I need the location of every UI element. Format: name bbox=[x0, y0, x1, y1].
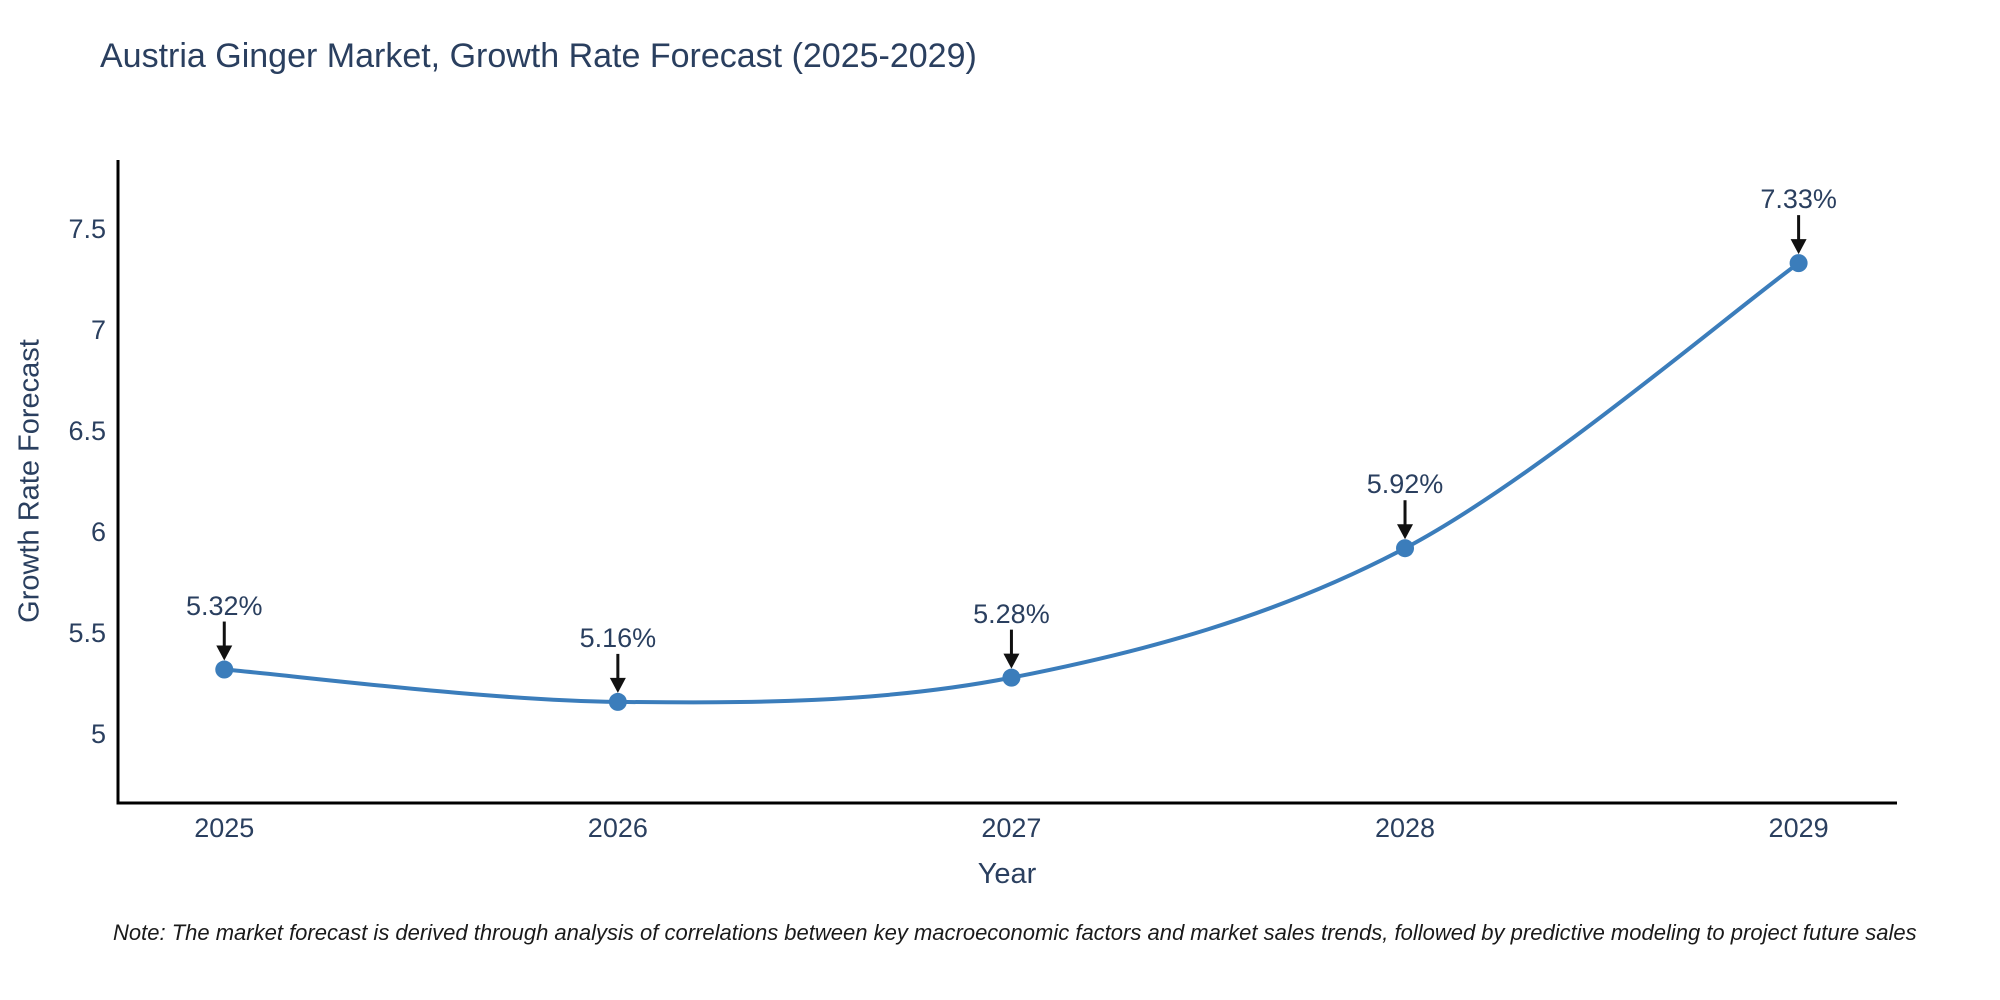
chart-title: Austria Ginger Market, Growth Rate Forec… bbox=[100, 37, 977, 75]
data-point-label: 5.28% bbox=[973, 598, 1050, 629]
x-tick-label: 2029 bbox=[1768, 813, 1829, 843]
data-point-marker bbox=[1002, 668, 1021, 687]
annotation-arrowhead bbox=[216, 645, 233, 661]
series-line bbox=[222, 261, 1801, 705]
data-point-label: 7.33% bbox=[1760, 184, 1837, 215]
data-point-marker bbox=[1789, 254, 1808, 273]
y-axis-title: Growth Rate Forecast bbox=[13, 339, 46, 623]
data-point-marker bbox=[608, 692, 627, 711]
x-tick-label: 2027 bbox=[981, 813, 1042, 843]
y-tick-label: 6 bbox=[90, 517, 106, 548]
annotation-arrowhead bbox=[609, 677, 626, 693]
y-tick-label: 5.5 bbox=[68, 618, 106, 649]
data-point-marker bbox=[1396, 539, 1415, 558]
footnote: Note: The market forecast is derived thr… bbox=[113, 920, 1917, 945]
annotation-arrowhead bbox=[1003, 653, 1020, 669]
x-tick-label: 2026 bbox=[587, 813, 648, 843]
y-tick-label: 7.5 bbox=[68, 213, 106, 244]
x-tick-label: 2028 bbox=[1374, 813, 1436, 843]
y-tick-label: 6.5 bbox=[68, 415, 106, 446]
annotation-arrowhead bbox=[1790, 239, 1807, 255]
data-point-label: 5.32% bbox=[185, 590, 263, 621]
x-tick-label: 2025 bbox=[194, 813, 255, 843]
data-point-label: 5.16% bbox=[579, 622, 657, 653]
y-tick-label: 7 bbox=[90, 314, 106, 345]
x-axis-title: Year bbox=[977, 858, 1037, 890]
annotation-arrowhead bbox=[1397, 524, 1414, 540]
y-tick-label: 5 bbox=[90, 719, 106, 750]
data-point-marker bbox=[215, 660, 234, 679]
data-point-label: 5.92% bbox=[1366, 469, 1444, 500]
